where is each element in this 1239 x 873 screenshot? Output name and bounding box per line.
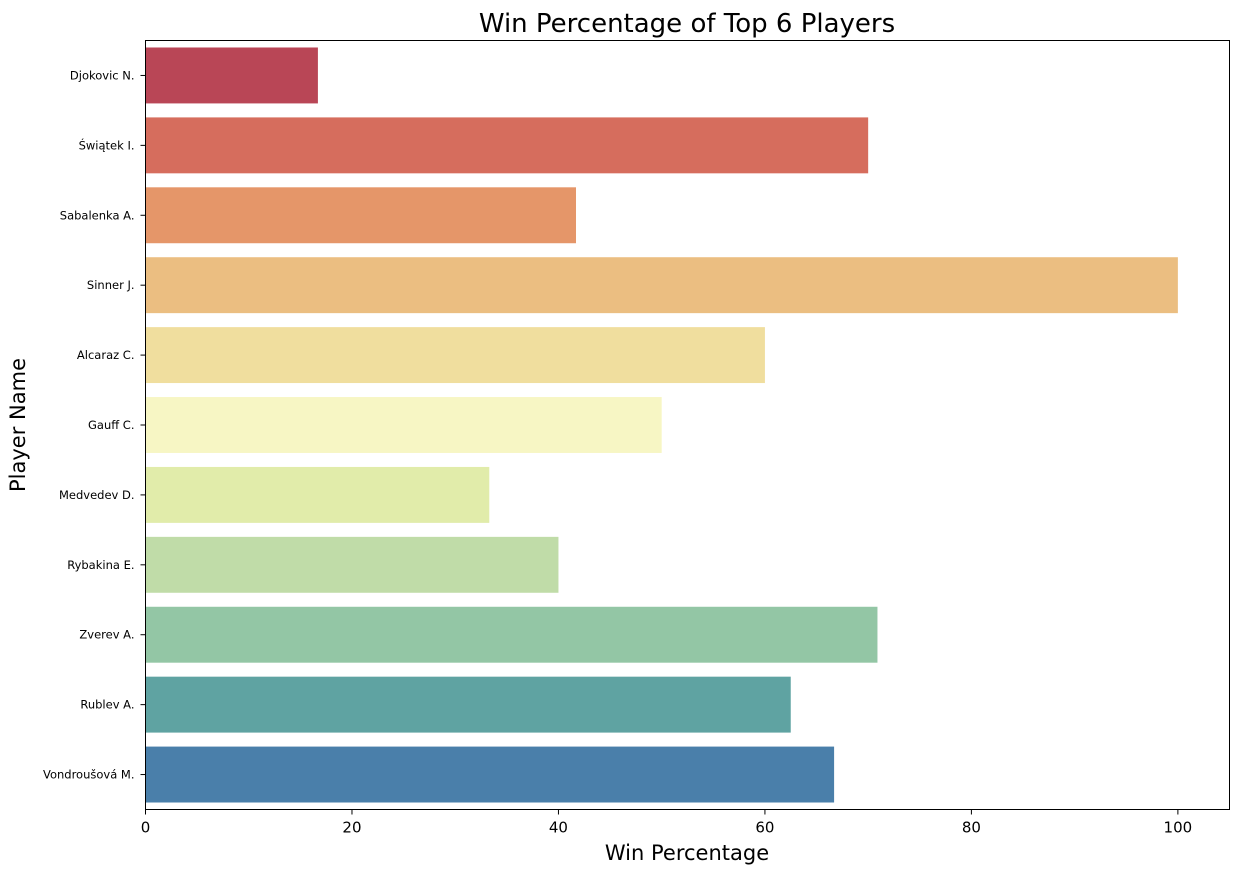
x-tick-label: 40 [549, 819, 568, 837]
bar-rybakina-e [145, 536, 559, 593]
x-tick-label: 80 [962, 819, 981, 837]
y-tick-label: Rublev A. [80, 698, 134, 712]
y-tick-label: Alcaraz C. [77, 348, 135, 362]
y-axis-label: Player Name [6, 358, 30, 492]
y-tick-label: Sinner J. [87, 278, 135, 292]
bar-gauff-c [145, 397, 662, 453]
bar-sinner-j [145, 257, 1178, 314]
bar-vondrousova-m [145, 746, 835, 803]
y-tick-label: Vondroušová M. [43, 768, 135, 782]
bar-rublev-a [145, 676, 791, 733]
x-axis-ticks: 0 20 40 60 80 100 [141, 809, 1193, 837]
bar-zverev-a [145, 606, 878, 663]
bar-swiatek-i [145, 117, 869, 174]
bar-djokovic-n [145, 47, 318, 104]
x-tick-label: 60 [755, 819, 774, 837]
bar-sabalenka-a [145, 187, 577, 244]
x-tick-label: 0 [141, 819, 151, 837]
x-tick-label: 100 [1164, 819, 1193, 837]
y-tick-label: Świątek I. [79, 137, 135, 152]
y-tick-label: Sabalenka A. [60, 208, 135, 222]
y-tick-label: Rybakina E. [67, 558, 134, 572]
x-tick-label: 20 [342, 819, 361, 837]
y-axis-ticks: Djokovic N. Świątek I. Sabalenka A. Sinner … [43, 68, 146, 782]
x-axis-label: Win Percentage [605, 841, 769, 865]
y-tick-label: Djokovic N. [70, 68, 135, 82]
y-tick-label: Medvedev D. [59, 488, 135, 502]
bar-medvedev-d [145, 466, 490, 523]
bar-alcaraz-c [145, 327, 765, 384]
chart-title: Win Percentage of Top 6 Players [479, 9, 895, 39]
plot-frame [145, 40, 1230, 810]
y-tick-label: Gauff C. [88, 418, 135, 432]
bars-group [145, 47, 1178, 803]
y-tick-label: Zverev A. [79, 628, 134, 642]
